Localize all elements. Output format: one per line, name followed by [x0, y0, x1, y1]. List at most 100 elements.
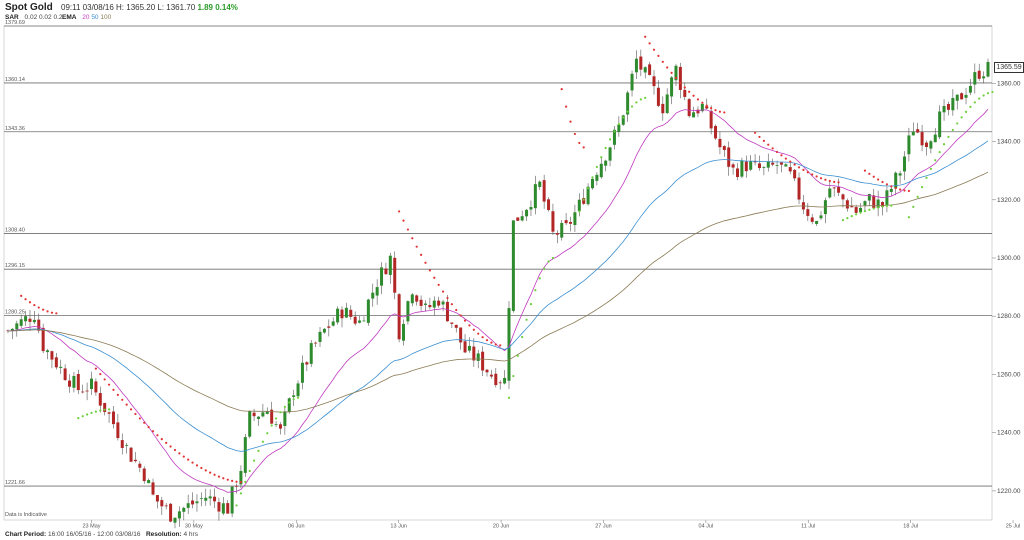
sar-dot: [648, 42, 651, 45]
sar-dot: [608, 138, 612, 141]
sar-dot: [116, 393, 119, 396]
sar-dot: [696, 98, 700, 101]
candle-body: [652, 76, 656, 87]
candle-body: [349, 309, 353, 317]
candle-body: [463, 341, 467, 353]
sar-dot: [433, 276, 436, 279]
candle-body: [428, 305, 432, 308]
candle-body: [305, 362, 309, 365]
candle-body: [507, 308, 511, 381]
sar-dot: [463, 319, 467, 322]
sar-dot: [582, 146, 585, 149]
sar-dot: [77, 417, 80, 420]
candle-body: [195, 501, 199, 504]
sar-dot: [204, 469, 207, 472]
candle-body: [489, 374, 493, 377]
sar-dot: [793, 163, 796, 166]
candle-body: [630, 73, 634, 91]
candle-body: [731, 164, 735, 168]
candle-body: [454, 324, 458, 328]
ema-indicator-legend[interactable]: EMA 20 50 100: [62, 14, 111, 21]
sar-dot: [169, 445, 172, 448]
sar-dot: [490, 341, 493, 344]
candle-body: [709, 110, 713, 129]
candle-body: [736, 168, 740, 178]
sar-dot: [613, 130, 616, 133]
sar-dot: [604, 146, 607, 150]
chart-footer: Chart Period: 16:00 16/05/16 - 12:00 03/…: [5, 531, 198, 538]
candle-body: [727, 147, 731, 167]
sar-dot: [516, 354, 519, 357]
sar-label: SAR: [5, 14, 19, 21]
y-tick-label: 1240.00: [997, 430, 1021, 437]
candle-body: [859, 207, 863, 212]
candle-body: [278, 424, 282, 429]
level-label: 1343.36: [5, 126, 25, 132]
sar-dot: [248, 469, 251, 473]
candle-body: [881, 202, 885, 207]
candle-body: [529, 207, 533, 210]
sar-dot: [964, 110, 968, 113]
candle-body: [221, 503, 225, 514]
sar-dot: [266, 432, 269, 435]
sar-indicator-legend[interactable]: SAR 0.02 0.02 0.2: [5, 14, 63, 21]
ema-label: EMA: [62, 14, 77, 21]
candle-body: [577, 199, 581, 211]
level-label: 1296.15: [5, 263, 25, 269]
sar-dot: [912, 205, 915, 208]
level-label: 1221.66: [5, 480, 25, 486]
sar-dot: [99, 372, 102, 376]
candle-body: [138, 463, 142, 468]
candle-body: [503, 377, 507, 384]
candle-body: [217, 502, 221, 512]
candle-body: [960, 93, 964, 100]
sar-dot: [863, 169, 867, 172]
sar-dot: [960, 116, 963, 119]
candle-body: [72, 375, 76, 388]
sar-dot: [938, 150, 941, 154]
sar-dot: [863, 210, 867, 213]
ema-20-label: 20: [82, 14, 90, 21]
sar-dot: [402, 219, 405, 222]
sar-dot: [274, 417, 278, 420]
sar-dot: [815, 175, 818, 178]
x-tick-label: 13 Jun: [390, 524, 407, 530]
candle-body: [771, 162, 775, 165]
sar-dot: [578, 141, 581, 145]
sar-dot: [630, 105, 634, 108]
sar-dot: [806, 171, 809, 174]
candle-body: [314, 342, 318, 344]
sar-dot: [283, 405, 286, 408]
level-label: 1308.40: [5, 228, 25, 234]
sar-dot: [956, 122, 959, 125]
sar-dot: [780, 154, 783, 157]
sar-dot: [841, 219, 845, 222]
sar-dot: [455, 308, 458, 312]
sar-dot: [437, 283, 440, 286]
candle-body: [498, 382, 502, 384]
candle-body: [103, 402, 107, 412]
sar-dot: [907, 189, 910, 193]
sar-dot: [217, 475, 221, 478]
sar-dot: [477, 332, 480, 335]
sar-dot: [916, 195, 919, 198]
sar-dot: [182, 455, 185, 458]
sar-dot: [591, 176, 594, 179]
sar-dot: [894, 186, 897, 190]
sar-dot: [252, 459, 256, 462]
sar-dot: [617, 122, 620, 126]
sar-dot: [868, 208, 871, 211]
ema-50-label: 50: [91, 14, 99, 21]
sar-dot: [28, 301, 32, 304]
sar-params: 0.02 0.02 0.2: [24, 14, 63, 21]
candle-body: [32, 319, 36, 323]
candle-body: [107, 412, 111, 414]
period-value: 16:00 16/05/16 - 12:00 03/08/16: [47, 531, 141, 538]
candle-body: [766, 161, 770, 168]
sar-dot: [877, 178, 880, 181]
sar-dot: [55, 312, 58, 315]
candle-body: [358, 320, 362, 323]
resolution-label: Resolution:: [145, 531, 182, 538]
sar-dot: [942, 143, 946, 146]
